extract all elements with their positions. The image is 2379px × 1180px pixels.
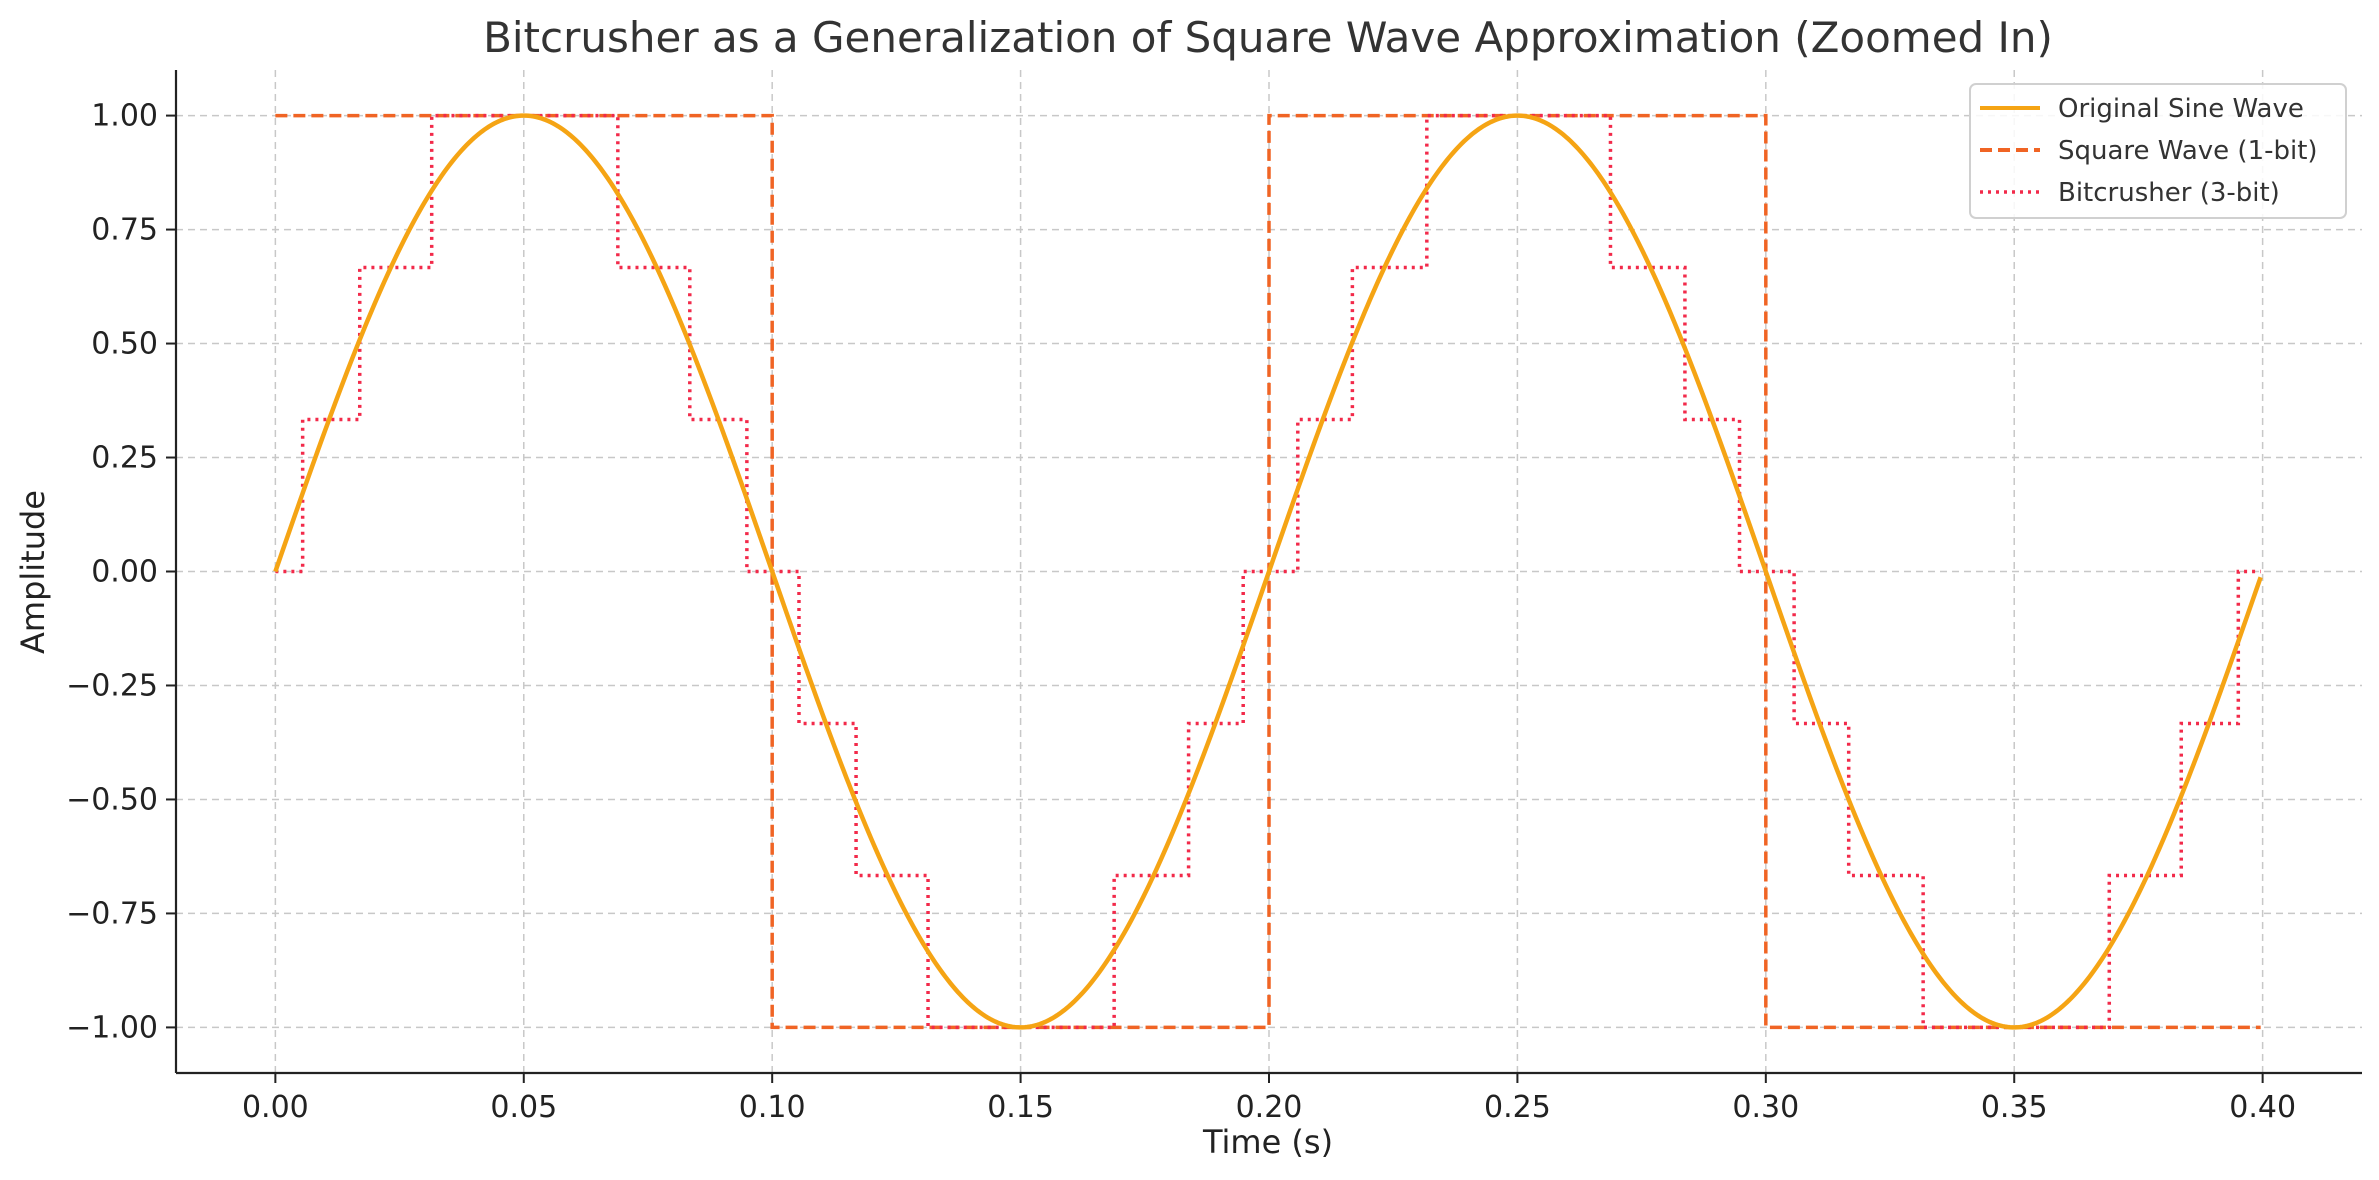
x-axis-label: Time (s)	[1202, 1123, 1333, 1161]
x-tick-label: 0.30	[1732, 1090, 1799, 1125]
x-tick-label: 0.10	[739, 1090, 806, 1125]
y-tick-label: −0.25	[66, 668, 158, 703]
x-tick-label: 0.00	[242, 1090, 309, 1125]
x-tick-label: 0.15	[987, 1090, 1054, 1125]
y-tick-label: 0.25	[91, 441, 158, 476]
x-tick-label: 0.25	[1484, 1090, 1551, 1125]
legend-label-bitcrusher: Bitcrusher (3-bit)	[2058, 178, 2280, 208]
x-tick-label: 0.35	[1981, 1090, 2048, 1125]
legend-label-square: Square Wave (1-bit)	[2058, 136, 2318, 166]
y-tick-label: 1.00	[91, 99, 158, 134]
series-sine-wave	[273, 113, 2263, 1030]
y-tick-label: 0.75	[91, 213, 158, 248]
y-tick-label: −0.50	[66, 782, 158, 817]
y-axis-label: Amplitude	[14, 490, 52, 654]
x-tick-label: 0.40	[2229, 1090, 2296, 1125]
x-axis-ticks: 0.00 0.05 0.10 0.15 0.20 0.25 0.30 0.35 0.40	[242, 1073, 2296, 1125]
y-tick-label: −1.00	[66, 1010, 158, 1045]
x-tick-label: 0.05	[490, 1090, 557, 1125]
x-tick-label: 0.20	[1236, 1090, 1303, 1125]
chart-title: Bitcrusher as a Generalization of Square…	[483, 13, 2053, 62]
legend-box	[1969, 83, 2347, 219]
plot-series	[273, 113, 2263, 1030]
y-axis-ticks: 1.00 0.75 0.50 0.25 0.00 −0.25 −0.50 −0.75 −1.00	[66, 99, 176, 1045]
y-tick-label: 0.00	[91, 555, 158, 590]
y-tick-label: 0.50	[91, 327, 158, 362]
legend: Original Sine Wave Square Wave (1-bit) B…	[1969, 83, 2347, 219]
y-tick-label: −0.75	[66, 896, 158, 931]
legend-label-sine: Original Sine Wave	[2058, 94, 2304, 124]
